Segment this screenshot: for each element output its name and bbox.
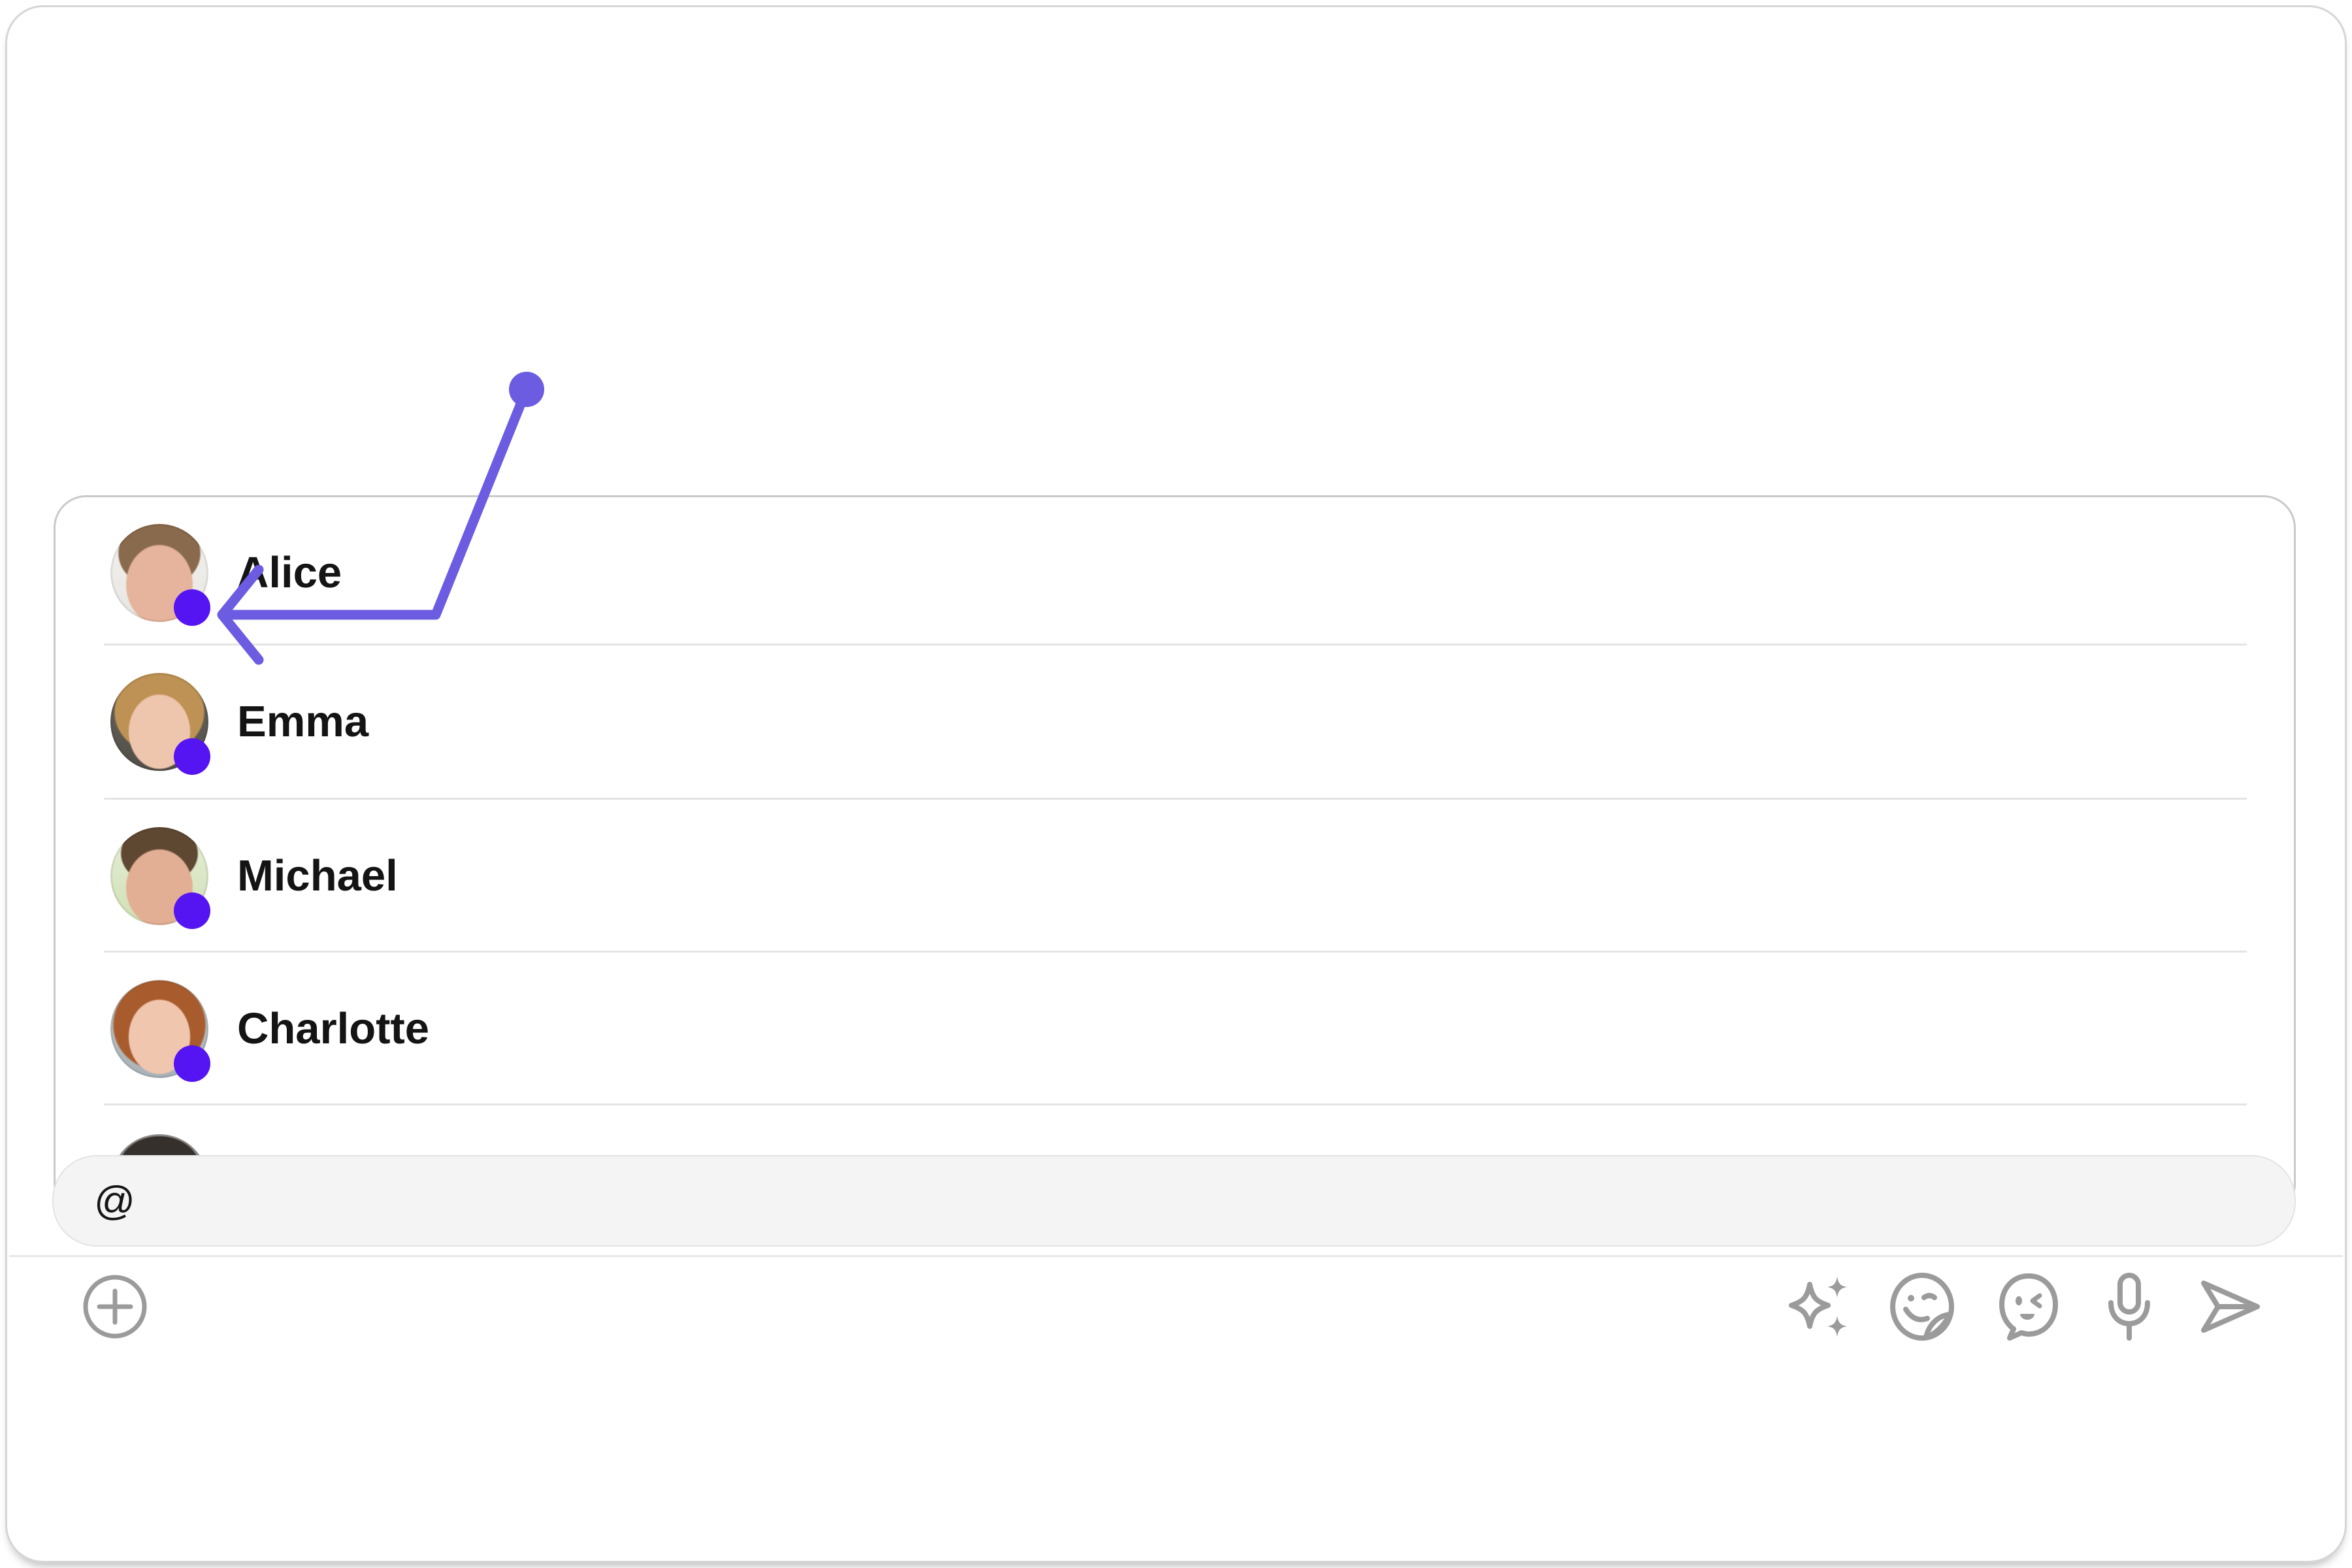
message-input-pill <box>52 1155 2296 1247</box>
emoji-bubble-icon <box>1989 1267 2068 1346</box>
list-item-charlotte[interactable]: Charlotte <box>56 980 2294 1082</box>
mention-suggestion-panel: Alice Emma Michael Charlotte <box>54 495 2296 1232</box>
list-item-alice[interactable]: Alice <box>56 524 2294 626</box>
send-button[interactable] <box>2191 1267 2269 1346</box>
contact-name: Michael <box>237 851 398 900</box>
plus-circle-icon <box>76 1267 154 1346</box>
status-dot <box>174 738 210 775</box>
send-icon <box>2191 1267 2269 1346</box>
row-divider <box>104 798 2247 800</box>
sticker-icon <box>1884 1267 1963 1346</box>
emoji-button[interactable] <box>1989 1267 2068 1346</box>
contact-name: Emma <box>237 697 369 746</box>
row-divider <box>104 644 2247 645</box>
row-divider <box>104 951 2247 953</box>
status-dot <box>174 589 210 626</box>
sparkles-icon <box>1782 1267 1861 1346</box>
list-item-emma[interactable]: Emma <box>56 673 2294 775</box>
contact-name: Charlotte <box>237 1004 430 1053</box>
status-dot <box>174 1045 210 1082</box>
contact-name: Alice <box>237 548 342 597</box>
voice-button[interactable] <box>2090 1267 2168 1346</box>
ai-button[interactable] <box>1782 1267 1861 1346</box>
list-item-michael[interactable]: Michael <box>56 827 2294 929</box>
attach-button[interactable] <box>76 1267 154 1346</box>
status-dot <box>174 892 210 929</box>
sticker-button[interactable] <box>1884 1267 1963 1346</box>
microphone-icon <box>2090 1267 2168 1346</box>
composer-divider <box>9 1255 2343 1257</box>
message-input[interactable] <box>54 1156 2295 1245</box>
row-divider <box>104 1103 2247 1105</box>
